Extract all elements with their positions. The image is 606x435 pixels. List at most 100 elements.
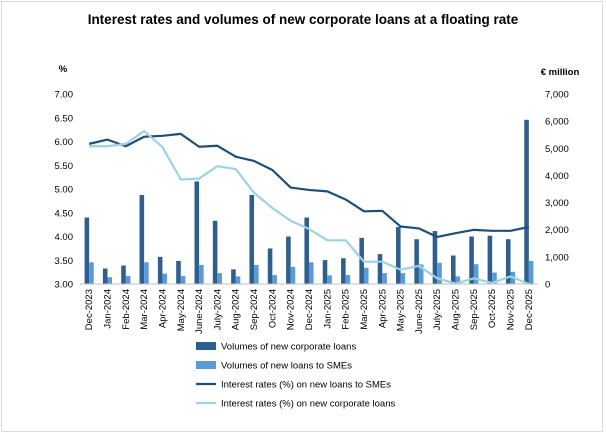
bar	[107, 277, 113, 284]
right-tick-label: 7,000	[545, 90, 569, 101]
bar	[162, 273, 168, 284]
left-tick-label: 6.50	[55, 113, 74, 124]
x-tick-label: Aug-2025	[451, 289, 462, 330]
x-tick-label: Mar-2024	[139, 289, 150, 330]
x-tick-label: Sep-2024	[249, 289, 260, 330]
bar	[455, 276, 461, 284]
x-tick-label: Dec-2023	[84, 289, 95, 330]
x-tick-label: Nov-2025	[506, 289, 517, 330]
bar	[322, 260, 328, 284]
right-tick-label: 0	[545, 280, 550, 291]
bar	[121, 265, 126, 284]
x-tick-label: Jan-2025	[322, 289, 333, 329]
bar	[505, 239, 511, 284]
bar	[180, 275, 186, 284]
right-tick-label: 5,000	[545, 144, 569, 155]
legend-label: Volumes of new corporate loans	[221, 342, 356, 353]
axes-group: 3.00 3.50 4.00 4.50 5.00 5.50 6.00 6.50 7.00 0 1,0…	[55, 90, 569, 334]
x-tick-label: June-2025	[414, 289, 425, 334]
x-tick-label: Feb-2025	[341, 289, 352, 330]
bar	[254, 265, 259, 284]
chart-title: Interest rates and volumes of new corpor…	[88, 12, 519, 27]
x-tick-label: Apr-2024	[157, 289, 168, 328]
right-tick-label: 4,000	[545, 171, 569, 182]
bar	[359, 237, 364, 284]
bar	[473, 264, 479, 284]
x-tick-label: Oct-2025	[487, 289, 498, 328]
left-axis-label: %	[59, 64, 68, 75]
bar	[267, 248, 273, 284]
bar	[432, 231, 438, 284]
bar	[382, 273, 387, 284]
bar	[89, 262, 94, 284]
bar	[286, 236, 291, 284]
legend-label: Interest rates (%) on new loans to SMEs	[221, 380, 391, 391]
x-tick-label: Dec-2024	[304, 289, 315, 330]
bar	[309, 262, 314, 284]
bar	[341, 258, 346, 284]
legend-swatch	[196, 342, 216, 350]
bar	[235, 276, 241, 284]
left-tick-label: 5.50	[55, 161, 74, 172]
bars-group	[84, 119, 534, 284]
right-tick-label: 2,000	[545, 225, 569, 236]
left-tick-label: 3.00	[55, 280, 74, 291]
x-tick-label: Dec-2025	[524, 289, 535, 330]
legend-label: Interest rates (%) on new corporate loan…	[221, 399, 396, 410]
right-tick-label: 3,000	[545, 198, 569, 209]
bar	[377, 254, 383, 284]
legend: Volumes of new corporate loans Volumes of…	[196, 342, 396, 410]
x-tick-label: July-2024	[212, 289, 223, 330]
bar	[157, 256, 163, 284]
x-tick-label: June-2024	[194, 289, 205, 334]
bar	[450, 255, 456, 284]
bar	[249, 194, 255, 284]
bar	[400, 273, 406, 284]
legend-swatch	[196, 361, 216, 369]
x-tick-label: Aug-2024	[231, 289, 242, 330]
bar	[487, 235, 493, 284]
bar	[492, 272, 497, 284]
bar	[102, 268, 108, 284]
left-tick-label: 4.50	[55, 208, 74, 219]
bar	[396, 227, 401, 284]
right-axis-label: € million	[541, 67, 580, 78]
bar	[528, 260, 534, 284]
bar	[363, 267, 369, 284]
left-tick-label: 5.00	[55, 185, 74, 196]
legend-label: Volumes of new loans to SMEs	[221, 361, 352, 372]
left-tick-label: 6.00	[55, 137, 74, 148]
bar	[212, 220, 218, 284]
left-tick-label: 7.00	[55, 90, 74, 101]
bar	[418, 264, 424, 284]
bar	[217, 273, 222, 284]
bar	[144, 262, 149, 284]
bar	[125, 275, 131, 284]
bar	[272, 275, 277, 284]
x-tick-label: May-2025	[396, 289, 407, 331]
bar	[290, 266, 296, 284]
right-tick-label: 6,000	[545, 117, 569, 128]
x-tick-label: Sep-2025	[469, 289, 480, 330]
bar	[327, 275, 332, 284]
x-tick-label: Oct-2024	[267, 289, 278, 328]
bar	[194, 181, 200, 284]
x-tick-label: Jan-2024	[102, 289, 113, 329]
bar	[414, 239, 419, 284]
bar	[524, 119, 529, 284]
x-tick-label: Apr-2025	[377, 289, 388, 328]
bar	[139, 194, 145, 284]
bar	[231, 269, 236, 284]
x-tick-label: Feb-2024	[121, 289, 132, 330]
x-tick-label: Mar-2025	[359, 289, 370, 330]
bar	[437, 262, 442, 284]
left-tick-label: 4.00	[55, 232, 74, 243]
bar	[345, 275, 351, 284]
bar	[304, 217, 309, 284]
series-line	[88, 132, 530, 239]
x-tick-label: Nov-2024	[286, 289, 297, 330]
bar	[469, 236, 474, 284]
left-tick-label: 3.50	[55, 256, 74, 267]
